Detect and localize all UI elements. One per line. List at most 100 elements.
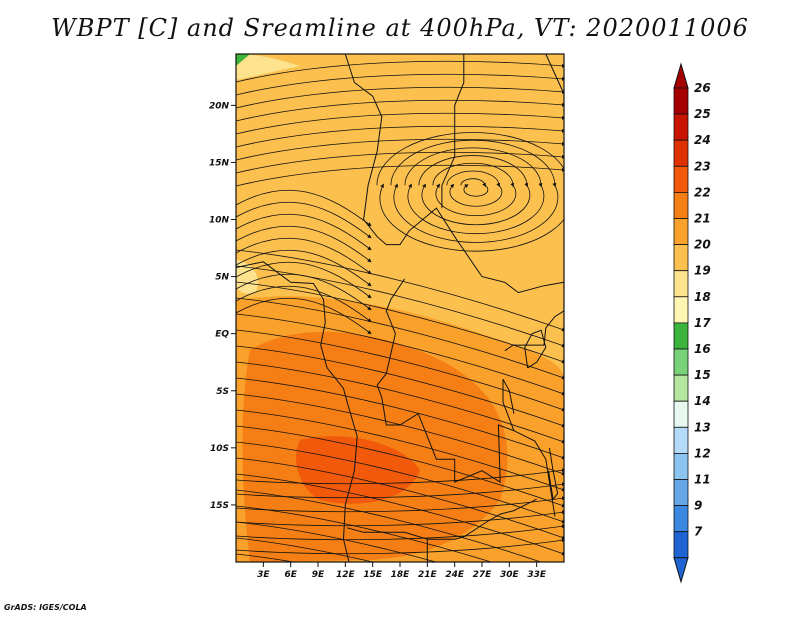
colorbar-label: 26 (694, 81, 711, 95)
lon-tick-label: 24E (445, 570, 465, 580)
colorbar-segment-17 (673, 531, 689, 559)
streamline-25 (236, 297, 372, 335)
colorbar-segment-12 (673, 400, 689, 428)
streamline-18 (236, 213, 372, 251)
colorbar-label: 20 (694, 238, 711, 252)
streamline-40 (236, 473, 564, 556)
colorbar-segment-0 (673, 87, 689, 115)
boundary-line-4 (376, 278, 556, 517)
grads-credit: GrADS: IGES/COLA (4, 603, 87, 612)
latitude-axis: 20N 15N 10N 5N EQ 5S 10S 15S (209, 101, 236, 511)
streamline-44 (236, 537, 375, 562)
streamline-34 (236, 377, 564, 460)
streamline-45 (236, 553, 296, 562)
coastlines-borders (236, 54, 564, 562)
colorbar-label: 24 (694, 133, 711, 147)
streamline-14 (390, 139, 559, 243)
colorbar-label: 16 (694, 342, 711, 356)
boundary-line-9 (548, 447, 559, 501)
colorbar-bottom-triangle (673, 557, 689, 584)
colorbar-label: 17 (694, 316, 711, 330)
streamline-5 (236, 125, 564, 148)
streamline-43 (236, 521, 438, 562)
chart-title: WBPT [C] and Sreamline at 400hPa, VT: 20… (51, 14, 749, 42)
lon-tick-label: 9E (312, 570, 325, 580)
streamline-33 (236, 361, 564, 444)
lat-tick-label: 10N (209, 216, 230, 226)
streamline-11 (432, 162, 517, 217)
streamline-32 (236, 345, 564, 428)
streamline-48 (236, 496, 564, 513)
streamline-6 (236, 138, 564, 161)
boundary-line-5 (427, 498, 537, 540)
lat-tick-label: EQ (215, 330, 229, 340)
colorbar-segment-11 (673, 374, 689, 402)
boundary-line-1 (344, 54, 564, 294)
lon-tick-label: 21E (418, 570, 438, 580)
colorbar-segment-7 (673, 270, 689, 298)
colorbar-segment-13 (673, 426, 689, 454)
colorbar-label: 9 (694, 499, 702, 513)
streamline-7 (236, 151, 564, 174)
lat-tick-label: 20N (209, 101, 230, 111)
streamline-42 (236, 505, 493, 562)
wbpt-field (236, 54, 564, 562)
streamline-27 (236, 265, 564, 348)
colorbar-label: 18 (694, 290, 711, 304)
streamline-46 (236, 468, 564, 485)
streamlines (236, 60, 564, 562)
longitude-axis: 3E 6E 9E 12E 15E 18E 21E 24E 27E 30E 33E (257, 562, 547, 580)
lat-tick-label: 10S (210, 444, 229, 454)
lon-tick-label: 27E (473, 570, 493, 580)
streamline-0 (236, 60, 564, 83)
colorbar-segment-9 (673, 322, 689, 350)
colorbar-label: 23 (694, 159, 711, 173)
lat-tick-label: 5N (215, 273, 229, 283)
lat-tick-label: 15S (210, 501, 229, 511)
colorbar-segment-2 (673, 139, 689, 167)
streamline-37 (236, 425, 564, 508)
boundary-line-10 (545, 54, 564, 95)
streamline-51 (236, 538, 564, 555)
streamline-17 (236, 201, 372, 239)
streamline-16 (236, 189, 372, 227)
field-region-4 (236, 54, 250, 66)
lon-tick-label: 12E (336, 570, 356, 580)
lon-tick-label: 18E (391, 570, 411, 580)
colorbar-segment-15 (673, 479, 689, 507)
streamline-47 (236, 482, 564, 499)
streamline-20 (236, 237, 372, 275)
colorbar-label: 11 (694, 473, 711, 487)
field-region-5 (236, 260, 258, 294)
field-region-2 (296, 436, 420, 504)
boundary-line-3 (504, 310, 564, 352)
streamline-15 (376, 132, 564, 252)
colorbar-label: 12 (694, 446, 711, 460)
streamline-19 (236, 225, 372, 263)
streamline-26 (236, 249, 564, 332)
colorbar-segment-5 (673, 218, 689, 246)
streamline-1 (236, 73, 564, 96)
colorbar-segment-8 (673, 296, 689, 324)
colorbar-label: 19 (694, 264, 711, 278)
streamline-39 (236, 457, 564, 540)
colorbar-segment-1 (673, 113, 689, 141)
streamline-35 (236, 393, 564, 476)
colorbar-segment-3 (673, 165, 689, 193)
colorbar-top-triangle (673, 62, 689, 89)
colorbar-label: 15 (694, 368, 711, 382)
streamline-13 (404, 147, 545, 235)
streamline-22 (236, 261, 372, 299)
streamline-28 (236, 281, 564, 364)
field-region-3 (236, 54, 300, 80)
boundary-line-7 (524, 329, 547, 369)
lon-tick-label: 3E (257, 570, 270, 580)
boundary-line-6 (347, 527, 428, 562)
streamline-41 (236, 489, 542, 562)
colorbar-label: 14 (694, 394, 711, 408)
colorbar-segment-6 (673, 244, 689, 272)
streamline-2 (236, 86, 564, 109)
streamline-21 (236, 249, 372, 287)
streamline-10 (446, 170, 503, 207)
